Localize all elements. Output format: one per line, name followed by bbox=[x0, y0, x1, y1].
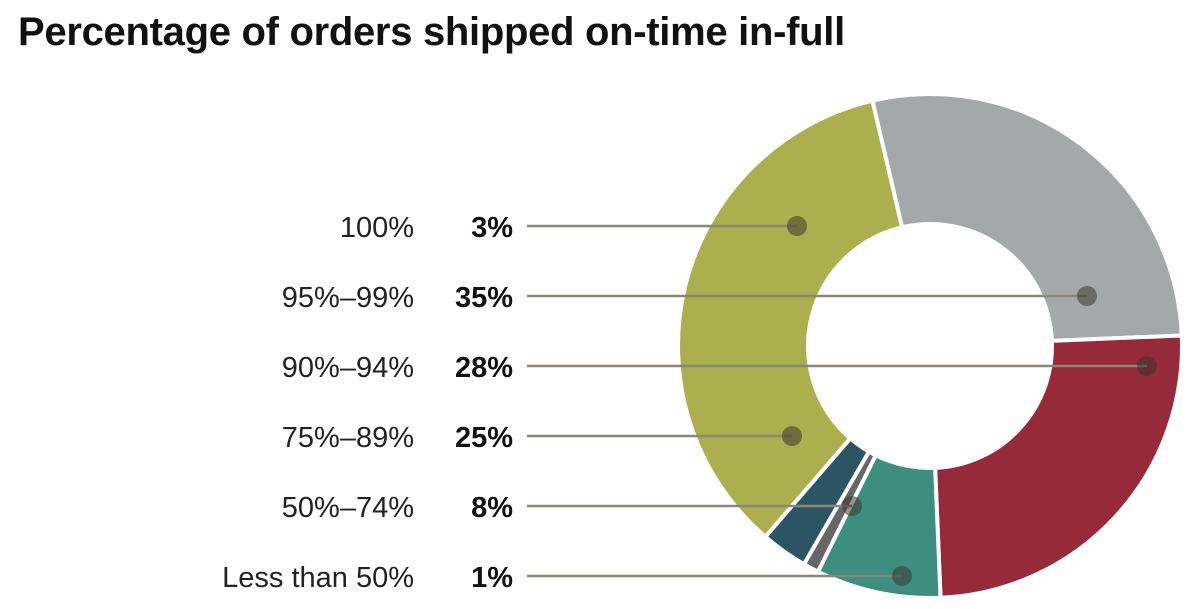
value-label-75-89: 25% bbox=[455, 422, 513, 454]
slice-less-than-50 bbox=[802, 449, 878, 574]
value-label-50-74: 8% bbox=[471, 492, 513, 524]
leader-dot-75-89 bbox=[782, 426, 802, 446]
slice-95-99 bbox=[676, 98, 905, 539]
leader-dot-50-74 bbox=[842, 496, 862, 516]
value-label-90-94: 28% bbox=[455, 352, 513, 384]
category-label-100: 100% bbox=[340, 212, 414, 244]
value-label-95-99: 35% bbox=[455, 282, 513, 314]
leader-dot-95-99 bbox=[1077, 286, 1097, 306]
category-label-95-99: 95%–99% bbox=[282, 282, 414, 314]
leader-lines bbox=[527, 216, 1157, 586]
leader-dot-90-94 bbox=[1137, 356, 1157, 376]
category-label-50-74: 50%–74% bbox=[282, 492, 414, 524]
category-label-less-than-50: Less than 50% bbox=[222, 562, 414, 594]
value-label-100: 3% bbox=[471, 212, 513, 244]
leader-dot-less-than-50 bbox=[892, 566, 912, 586]
donut-slices bbox=[676, 92, 1184, 600]
category-labels: 100% 3% 95%–99% 35% 90%–94% 28% 75%–89% 25% 50%–… bbox=[222, 212, 513, 594]
leader-dot-100 bbox=[787, 216, 807, 236]
category-label-90-94: 90%–94% bbox=[282, 352, 414, 384]
chart-title: Percentage of orders shipped on-time in-… bbox=[18, 10, 845, 54]
category-label-75-89: 75%–89% bbox=[282, 422, 414, 454]
slice-75-89 bbox=[933, 333, 1184, 600]
value-label-less-than-50: 1% bbox=[471, 562, 513, 594]
slice-90-94 bbox=[870, 92, 1184, 343]
